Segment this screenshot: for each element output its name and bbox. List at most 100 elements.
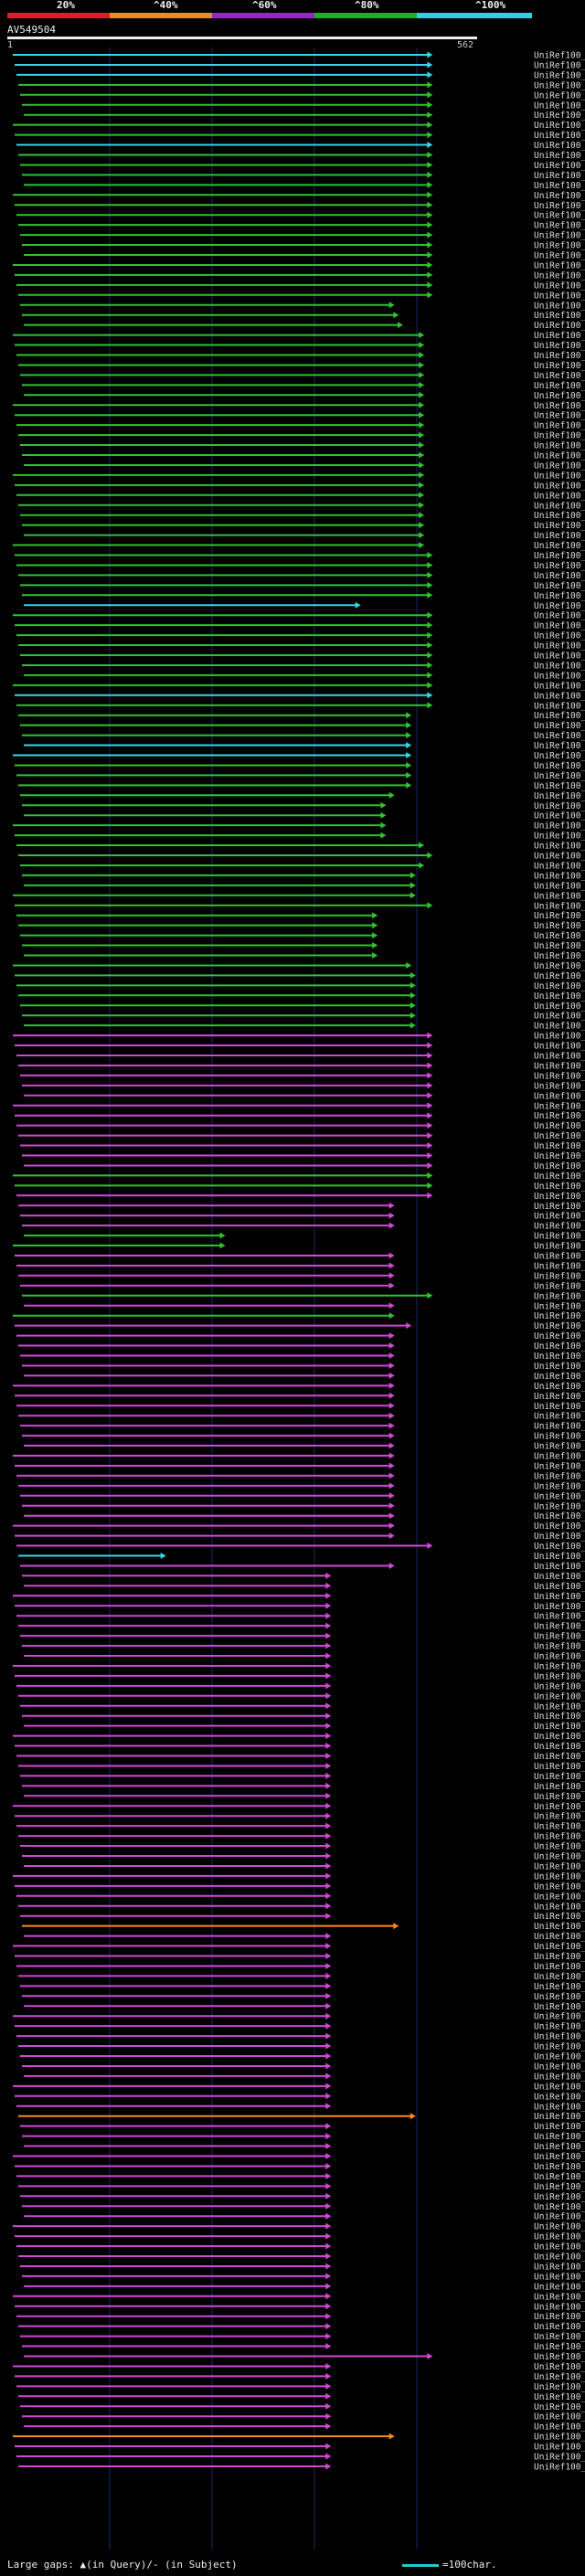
hit-label[interactable]: UniRef100_B6ML86 [534, 2412, 585, 2422]
hit-row[interactable]: UniRef100_Q9ZSN6 [15, 1182, 585, 1192]
hit-row[interactable]: UniRef100_A6RRU8 [15, 1602, 585, 1612]
hit-row[interactable]: UniRef100_UP1000... [18, 1341, 585, 1352]
hit-label[interactable]: UniRef100_Q5B854 [534, 2422, 585, 2433]
hit-row[interactable]: UniRef100_A9PGF0 [22, 241, 585, 251]
hit-label[interactable]: UniRef100_Q0JNE9 [534, 2152, 585, 2162]
hit-label[interactable]: UniRef100_B6TX96 [534, 371, 585, 381]
hit-row[interactable]: UniRef100_C6T406 [15, 1111, 585, 1121]
hit-row[interactable]: UniRef100_B6TX96 [20, 371, 585, 381]
hit-row[interactable]: UniRef100_C5Z3N9 [16, 1052, 585, 1062]
hit-label[interactable]: UniRef100_B6T9D0 [534, 2062, 585, 2072]
hit-label[interactable]: UniRef100_C1G6P1 [534, 2232, 585, 2242]
hit-label[interactable]: UniRef100_C7Y1D5 [534, 1572, 585, 1582]
hit-label[interactable]: UniRef100_C1E3L1 [534, 1762, 585, 1772]
hit-row[interactable]: UniRef100_B0Y1V3 [24, 2282, 585, 2292]
hit-row[interactable]: UniRef100_A7U3H3 [16, 1892, 585, 1902]
hit-label[interactable]: UniRef100_UP1000... [534, 2082, 585, 2092]
hit-row[interactable]: UniRef100_UP1000... [16, 2382, 585, 2392]
hit-label[interactable]: UniRef100_A7ESV8 [534, 1812, 585, 1822]
hit-row[interactable]: UniRef100_UP1000... [13, 2222, 585, 2232]
hit-row[interactable]: UniRef100_A3APC0 [24, 1232, 585, 1242]
hit-label[interactable]: UniRef100_C1EEQ0 [534, 2112, 585, 2122]
hit-label[interactable]: UniRef100_B2GVN4 [534, 2352, 585, 2362]
hit-row[interactable]: UniRef100_B9N9N36 [24, 111, 585, 121]
hit-row[interactable]: UniRef100_Q2GZ77 [13, 1732, 585, 1742]
hit-row[interactable]: UniRef100_Q1ALD7 [24, 1511, 585, 1521]
hit-row[interactable]: UniRef100_A9U4B2 [22, 1501, 585, 1511]
hit-label[interactable]: UniRef100_Q2GTB8 [534, 2462, 585, 2472]
hit-label[interactable]: UniRef100_B9N996 [534, 611, 585, 621]
hit-row[interactable]: UniRef100_Q8LES3 [22, 1151, 585, 1161]
hit-label[interactable]: UniRef100_Q2UYZ8 [534, 1642, 585, 1652]
hit-label[interactable]: UniRef100_Q9LQU2 [534, 70, 585, 80]
hit-label[interactable]: UniRef100_A5BZQ0 [534, 1422, 585, 1432]
hit-row[interactable]: UniRef100_UP1000... [15, 2372, 585, 2382]
hit-label[interactable]: UniRef100_A5AGS6 [534, 351, 585, 361]
hit-label[interactable]: UniRef100_UP1000... [534, 1722, 585, 1732]
hit-label[interactable]: UniRef100_A7U3H3 [534, 1892, 585, 1902]
hit-row[interactable]: UniRef100_C5P018 [22, 1782, 585, 1792]
hit-row[interactable]: UniRef100_UP1000... [24, 1722, 585, 1732]
hit-row[interactable]: UniRef100_C5WUX2 [20, 511, 585, 521]
hit-row[interactable]: UniRef100_B6TTX2 [13, 1452, 585, 1462]
hit-label[interactable]: UniRef100_A7P354 [534, 361, 585, 371]
hit-label[interactable]: UniRef100_C0NL22 [534, 1592, 585, 1602]
hit-row[interactable]: UniRef100_B6T3N2 [18, 501, 585, 511]
hit-label[interactable]: UniRef100_Q8S0Y6 [534, 311, 585, 321]
hit-label[interactable]: UniRef100_Q2UR67 [534, 2122, 585, 2132]
hit-label[interactable]: UniRef100_B6GEZ2 [534, 1562, 585, 1572]
hit-row[interactable]: UniRef100_Q6K8C3 [20, 1352, 585, 1362]
hit-row[interactable]: UniRef100_B6BPS0 [16, 842, 585, 852]
hit-label[interactable]: UniRef100_B9HWK5 [534, 901, 585, 911]
hit-row[interactable]: UniRef100_B9MDQ6 [24, 1372, 585, 1382]
hit-label[interactable]: UniRef100_C5P018 [534, 1782, 585, 1792]
hit-row[interactable]: UniRef100_B9SIN9 [24, 1932, 585, 1942]
hit-row[interactable]: UniRef100_B6SJQ0 [20, 2052, 585, 2062]
hit-label[interactable]: UniRef100_Q6LXV6 [534, 561, 585, 571]
hit-row[interactable]: UniRef100_B9HJE4 [20, 161, 585, 171]
hit-row[interactable]: UniRef100_Q8S0Y3 [15, 971, 585, 981]
hit-label[interactable]: UniRef100_B6TTX2 [534, 1452, 585, 1462]
hit-row[interactable]: UniRef100_A7YRU8 [24, 1582, 585, 1592]
hit-row[interactable]: UniRef100_B9N9W3 [24, 321, 585, 331]
hit-label[interactable]: UniRef100_Q6SYS4 [534, 291, 585, 301]
hit-label[interactable]: UniRef100_A2R3K8 [534, 1652, 585, 1662]
hit-row[interactable]: UniRef100_Q10RJ5 [16, 2032, 585, 2042]
hit-row[interactable]: UniRef100_A7PKH4 [18, 1972, 585, 1982]
hit-row[interactable]: UniRef100_Q8S0Y6 [22, 311, 585, 321]
hit-label[interactable]: UniRef100_A7R3M6 [534, 1802, 585, 1812]
hit-row[interactable]: UniRef100_B9N6R4 [22, 591, 585, 601]
hit-label[interactable]: UniRef100_B0XMP9 [534, 2392, 585, 2402]
hit-row[interactable]: UniRef100_A9SRK7 [13, 1942, 585, 1952]
hit-label[interactable]: UniRef100_C6SI60 [534, 531, 585, 541]
hit-label[interactable]: UniRef100_B9NEF1 [534, 691, 585, 701]
hit-label[interactable]: UniRef100_Q9ZTM8 [534, 661, 585, 671]
hit-row[interactable]: UniRef100_C6SYU2 [13, 121, 585, 131]
hit-label[interactable]: UniRef100_B6DFL6 [534, 1471, 585, 1481]
hit-row[interactable]: UniRef100_Q6LXV6 [16, 561, 585, 571]
hit-row[interactable]: UniRef100_Q9L9S5 [20, 1071, 585, 1081]
hit-label[interactable]: UniRef100_Q8S0Y8 [534, 331, 585, 341]
hit-row[interactable]: UniRef100_Q3EC45 [18, 1061, 585, 1071]
hit-label[interactable]: UniRef100_A9RDT3 [534, 1321, 585, 1331]
hit-row[interactable]: UniRef100_A2QWA8 [16, 1752, 585, 1762]
hit-label[interactable]: UniRef100_A7SYW1 [534, 2453, 585, 2463]
hit-label[interactable]: UniRef100_B9N1V5 [534, 231, 585, 241]
hit-row[interactable]: UniRef100_A2XNM9 [20, 721, 585, 731]
hit-label[interactable]: UniRef100_A7P790 [534, 1261, 585, 1271]
hit-row[interactable]: UniRef100_UP1000... [22, 1852, 585, 1862]
hit-label[interactable]: UniRef100_A7PGQ7 [534, 832, 585, 842]
hit-label[interactable]: UniRef100_C5G7M6 [534, 1691, 585, 1701]
hit-label[interactable]: UniRef100_Q9L9S5 [534, 1071, 585, 1081]
hit-row[interactable]: UniRef100_UP1000... [22, 171, 585, 181]
hit-label[interactable]: UniRef100_C1H459 [534, 2002, 585, 2012]
hit-row[interactable]: UniRef100_A6RYY5 [15, 1742, 585, 1752]
hit-label[interactable]: UniRef100_Q0UR97 [534, 2072, 585, 2082]
hit-row[interactable]: UniRef100_C5WUX0 [13, 401, 585, 411]
hit-label[interactable]: UniRef100_UP1000... [534, 2402, 585, 2412]
hit-row[interactable]: UniRef100_Q6EP48 [24, 251, 585, 261]
hit-row[interactable]: UniRef100_Q6PWE0 [22, 1291, 585, 1301]
hit-row[interactable]: UniRef100_A5AGS6 [16, 351, 585, 361]
hit-row[interactable]: UniRef100_A7P339 [15, 201, 585, 211]
hit-row[interactable]: UniRef100_A8J2Q0 [18, 1481, 585, 1491]
